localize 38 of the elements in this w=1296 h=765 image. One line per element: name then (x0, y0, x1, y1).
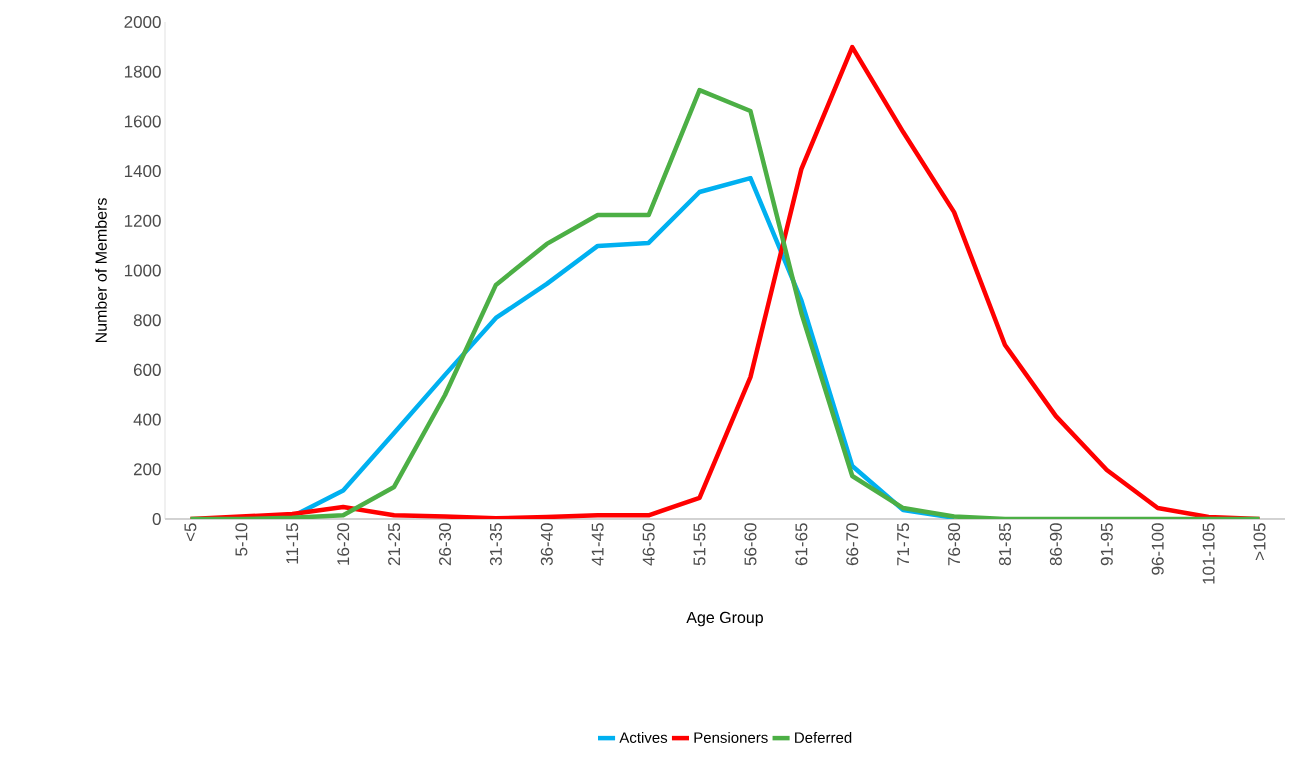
x-tick-label: 36-40 (540, 523, 553, 566)
x-tick-label: 86-90 (1049, 523, 1062, 566)
y-tick-label: 400 (133, 413, 161, 426)
x-tick-label: 61-65 (795, 523, 808, 566)
x-tick-label: 51-55 (693, 523, 706, 566)
y-tick-label: 1600 (124, 115, 161, 128)
y-tick-label: 2000 (124, 15, 161, 29)
y-tick-label: 1200 (124, 214, 161, 227)
legend-label: Pensioners (694, 731, 768, 743)
x-tick-label: 101-105 (1202, 523, 1215, 584)
x-tick-label: <5 (184, 523, 197, 542)
x-tick-label: 76-80 (948, 523, 961, 566)
x-tick-label: 46-50 (642, 523, 655, 566)
x-tick-label: 91-95 (1100, 523, 1113, 566)
x-axis-title: Age Group (686, 611, 763, 627)
y-tick-label: 800 (133, 314, 161, 327)
x-tick-label: 66-70 (846, 523, 859, 566)
x-tick-label: 41-45 (591, 523, 604, 566)
y-tick-label: 200 (133, 463, 161, 476)
x-tick-label: 26-30 (438, 523, 452, 566)
y-tick-label: 0 (152, 512, 161, 526)
legend-label: Actives (619, 731, 668, 743)
x-tick-label: 16-20 (337, 523, 350, 565)
x-tick-label: 56-60 (744, 523, 757, 566)
y-tick-label: 1000 (124, 264, 161, 277)
y-tick-label: 600 (133, 363, 161, 376)
y-tick-label: 1400 (124, 165, 161, 178)
y-tick-label: 1800 (124, 65, 161, 78)
x-tick-label: 71-75 (897, 523, 910, 566)
x-tick-label: 31-35 (489, 523, 502, 566)
y-axis-title: Number of Members (95, 198, 107, 343)
x-tick-label: 11-15 (286, 523, 299, 564)
x-tick-label: 96-100 (1151, 523, 1164, 575)
x-tick-label: 81-85 (998, 523, 1012, 566)
legend-label: Deferred (795, 731, 852, 743)
x-tick-label: >105 (1253, 523, 1266, 560)
x-tick-label: 21-25 (388, 523, 401, 566)
x-tick-label: 5-10 (235, 523, 248, 556)
